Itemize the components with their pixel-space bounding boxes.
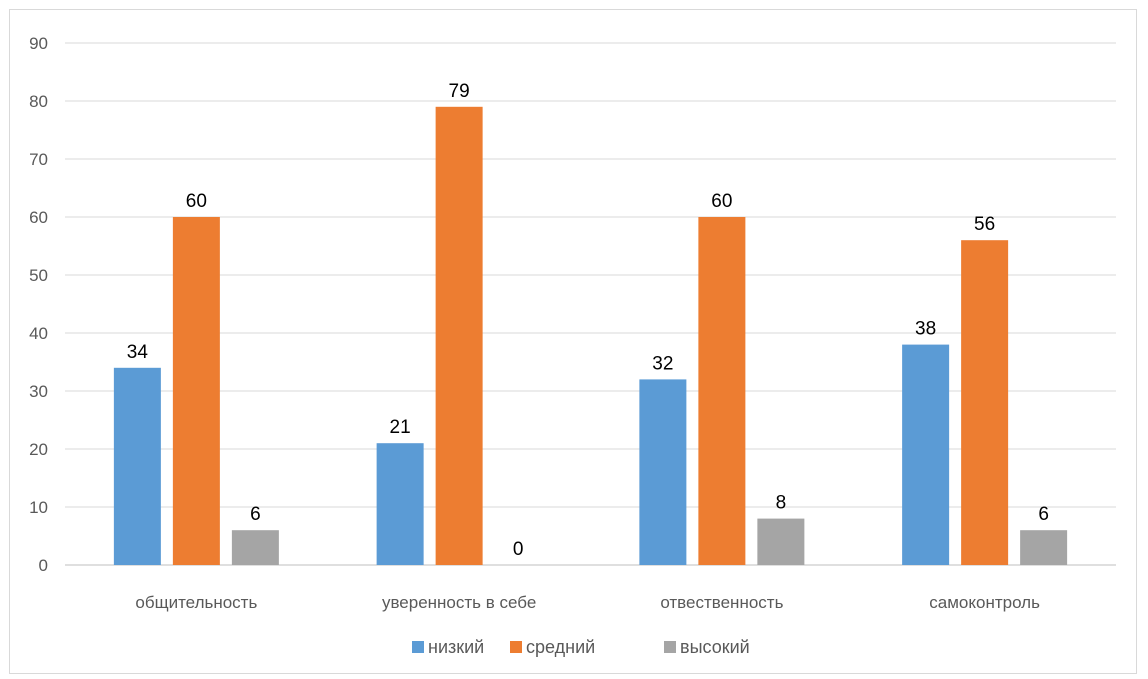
y-tick-label: 40	[29, 324, 48, 343]
legend-label: средний	[526, 637, 595, 657]
data-label: 21	[390, 417, 411, 438]
y-axis: 0 10 20 30 40 50 60 70 80 90	[29, 34, 48, 575]
legend-swatch	[510, 641, 522, 653]
y-tick-label: 50	[29, 266, 48, 285]
data-label: 56	[974, 214, 995, 235]
gridlines	[65, 42, 1116, 566]
data-label: 8	[776, 493, 787, 514]
x-axis: общительность уверенность в себе отвествен…	[135, 593, 1040, 612]
bar-средний	[172, 217, 220, 565]
bar-высокий	[757, 518, 805, 565]
bar-средний	[961, 240, 1009, 565]
bar-средний	[698, 217, 746, 565]
data-label: 6	[250, 504, 261, 525]
bar-средний	[435, 106, 483, 566]
bar-низкий	[113, 367, 161, 565]
legend-label: низкий	[428, 637, 484, 657]
data-label: 60	[186, 191, 207, 212]
data-label: 34	[127, 342, 149, 363]
x-tick-label: самоконтроль	[929, 593, 1040, 612]
y-tick-label: 10	[29, 498, 48, 517]
bar-низкий	[376, 443, 424, 565]
y-tick-label: 0	[39, 556, 48, 575]
legend-label: высокий	[680, 637, 750, 657]
legend-swatch	[412, 641, 424, 653]
y-tick-label: 80	[29, 92, 48, 111]
y-tick-label: 90	[29, 34, 48, 53]
bar-высокий	[231, 530, 279, 565]
bar-низкий	[902, 344, 950, 565]
data-label: 60	[711, 191, 732, 212]
legend-swatch	[664, 641, 676, 653]
y-tick-label: 20	[29, 440, 48, 459]
data-label: 38	[915, 319, 936, 340]
bars	[113, 106, 1068, 566]
x-tick-label: уверенность в себе	[382, 593, 536, 612]
legend: низкий средний высокий	[412, 637, 750, 657]
data-label: 79	[449, 81, 470, 102]
data-label: 6	[1038, 504, 1049, 525]
data-labels: 34 60 6 21 79 0 32 60 8 38 56 6	[127, 81, 1049, 560]
y-tick-label: 70	[29, 150, 48, 169]
data-label: 32	[652, 353, 673, 374]
y-tick-label: 30	[29, 382, 48, 401]
x-tick-label: отвественность	[660, 593, 783, 612]
data-label: 0	[513, 539, 524, 560]
y-tick-label: 60	[29, 208, 48, 227]
bar-низкий	[639, 379, 687, 565]
x-tick-label: общительность	[135, 593, 257, 612]
bar-высокий	[1020, 530, 1068, 565]
